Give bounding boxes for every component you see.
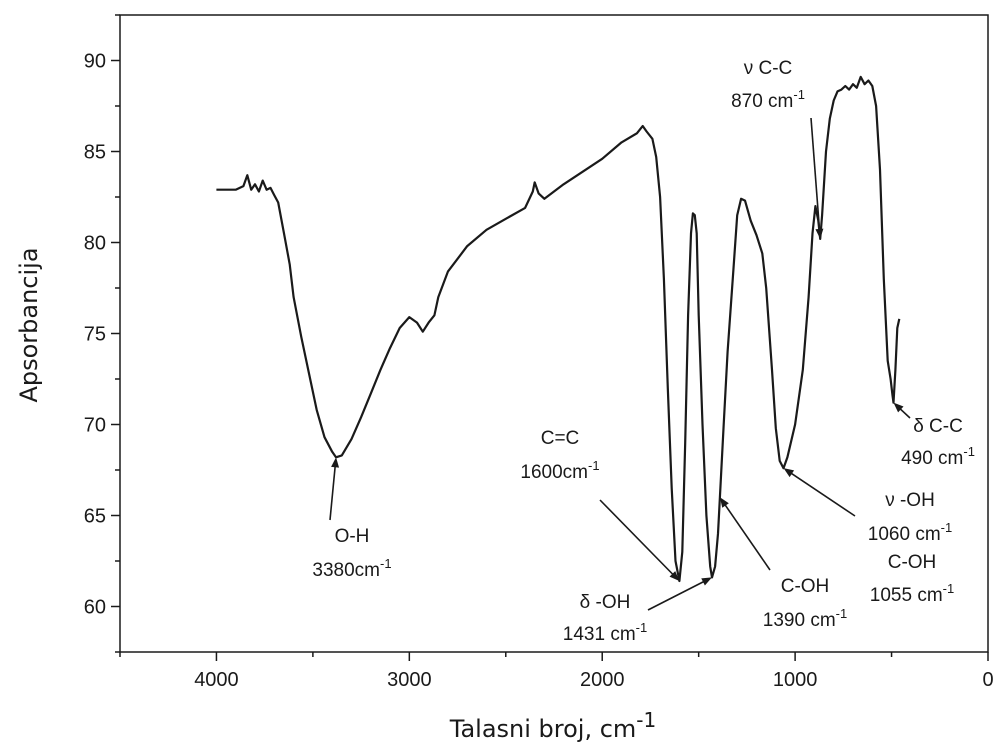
annotation-name: δ -OH [580, 592, 631, 613]
y-tick-label: 60 [84, 597, 106, 619]
peak-annotation: C-OH 1390 cm-1 [719, 497, 847, 631]
annotation-arrowhead [719, 497, 729, 508]
annotation-wavenumber: 1055 cm-1 [870, 581, 954, 606]
annotation-name: ν -OH [885, 490, 935, 511]
annotation-arrowhead [331, 457, 340, 468]
x-axis-ticks: 4000 3000 2000 1000 0 [119, 652, 994, 691]
annotation-name: C-OH [888, 552, 937, 573]
annotation-arrowhead [783, 468, 795, 478]
annotation-arrow [647, 578, 710, 611]
peak-annotation: C=C 1600cm-1 [520, 428, 680, 582]
x-tick-label: 2000 [580, 669, 625, 691]
annotation-wavenumber: 1431 cm-1 [563, 620, 647, 645]
annotation-wavenumber: 870 cm-1 [731, 87, 805, 112]
annotation-arrowhead [701, 577, 712, 586]
x-tick-label: 1000 [773, 669, 818, 691]
peak-annotation: C-OH 1055 cm-1 [870, 552, 954, 606]
annotation-arrow [329, 460, 337, 521]
x-tick-label: 0 [982, 669, 993, 691]
annotation-name: O-H [335, 526, 370, 547]
peak-annotation: O-H 3380cm-1 [312, 457, 392, 581]
y-tick-label: 65 [84, 506, 106, 528]
peak-annotations: O-H 3380cm-1 C=C 1600cm-1 δ -OH 1431 cm-1 C-OH… [312, 58, 975, 645]
y-tick-label: 70 [84, 415, 106, 437]
y-tick-label: 75 [84, 324, 106, 346]
annotation-name: δ C-C [913, 416, 963, 437]
peak-annotation: δ -OH 1431 cm-1 [563, 577, 712, 645]
annotation-arrow [810, 117, 821, 236]
y-axis-ticks: 60 65 70 75 80 85 90 [84, 14, 120, 653]
annotation-arrowhead [815, 228, 824, 239]
peak-annotation: ν -OH 1060 cm-1 [783, 468, 952, 545]
annotation-wavenumber: 1600cm-1 [520, 458, 599, 483]
x-tick-label: 4000 [194, 669, 239, 691]
x-axis-title-exponent: -1 [636, 708, 656, 732]
annotation-wavenumber: 1390 cm-1 [763, 606, 847, 631]
plot-frame [119, 14, 989, 653]
peak-annotation: ν C-C 870 cm-1 [731, 58, 824, 239]
annotation-wavenumber: 3380cm-1 [312, 556, 391, 581]
y-tick-label: 80 [84, 233, 106, 255]
annotation-arrow [785, 469, 856, 517]
annotation-arrow [720, 499, 771, 571]
y-tick-label: 85 [84, 142, 106, 164]
annotation-wavenumber: 490 cm-1 [901, 444, 975, 469]
annotation-wavenumber: 1060 cm-1 [868, 520, 952, 545]
x-tick-label: 3000 [387, 669, 432, 691]
annotation-name: ν C-C [744, 58, 793, 79]
x-axis-title-text: Talasni broj, cm [449, 715, 637, 743]
annotation-arrowhead [669, 571, 680, 582]
x-axis-title: Talasni broj, cm-1 [449, 708, 657, 743]
annotation-name: C-OH [781, 576, 830, 597]
y-tick-label: 90 [84, 51, 106, 73]
spectrum-line [216, 75, 901, 583]
peak-annotation: δ C-C 490 cm-1 [893, 402, 975, 469]
annotation-arrow [599, 499, 678, 580]
annotation-name: C=C [541, 428, 580, 449]
y-axis-title: Apsorbancija [15, 247, 43, 402]
annotation-arrowhead [893, 402, 904, 413]
